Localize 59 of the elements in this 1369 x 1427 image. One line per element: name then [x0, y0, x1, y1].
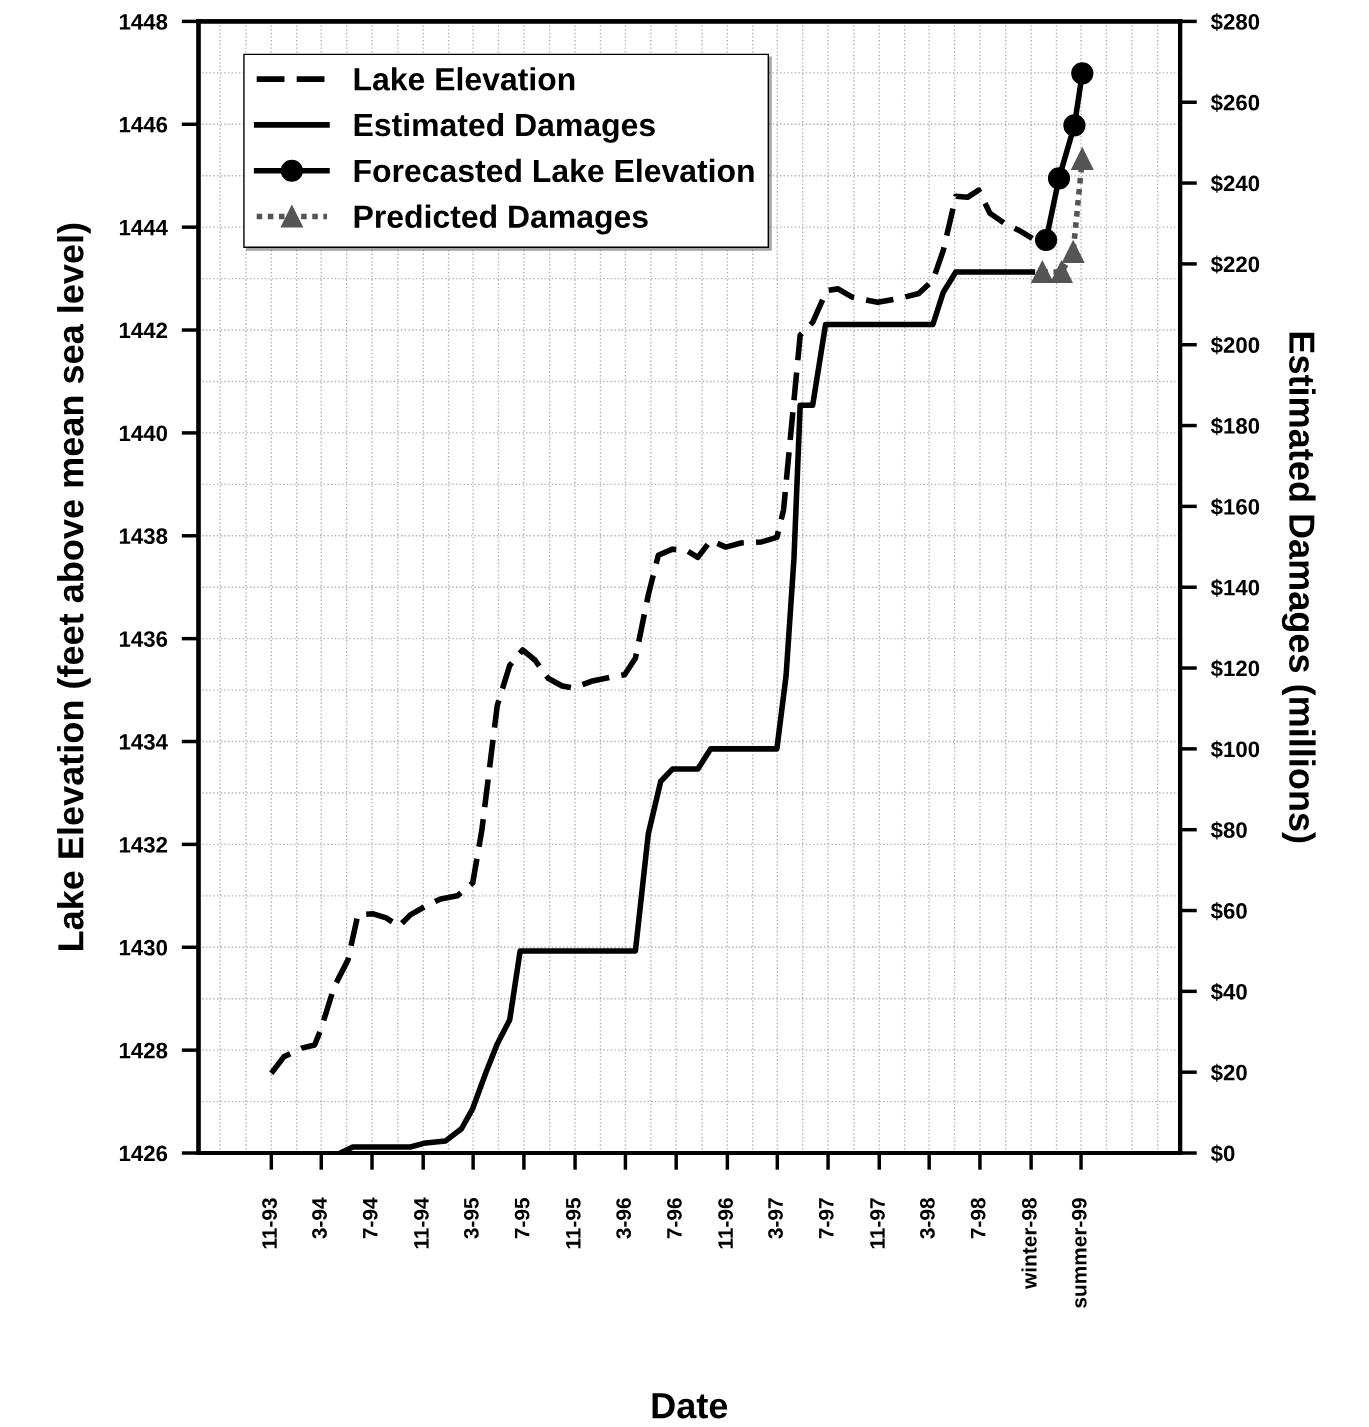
x-tick-label: 3-98 [920, 1198, 935, 1239]
y-tick-label: 1438 [119, 528, 168, 545]
x-tick-label: 7-97 [818, 1198, 834, 1239]
y-tick-label: 1432 [119, 836, 168, 853]
legend-label: Forecasted Lake Elevation [354, 158, 754, 183]
y2-tick-label: $140 [1210, 578, 1260, 597]
y2-tick-label: $200 [1210, 336, 1260, 355]
x-tick-label: 7-98 [970, 1198, 986, 1239]
y2-tick-label: $80 [1210, 821, 1247, 840]
legend-label: Lake Elevation [354, 67, 575, 91]
y2-tick-label: $120 [1210, 659, 1260, 678]
y-tick-label: 1448 [119, 13, 168, 30]
point [1062, 240, 1085, 263]
y2-tick-label: $220 [1210, 255, 1260, 274]
x-tick-label: 11-94 [414, 1197, 429, 1249]
point [1063, 114, 1086, 137]
x-tick-label: 11-93 [262, 1198, 277, 1249]
y-tick-label: 1440 [119, 425, 168, 442]
y-tick-label: 1436 [119, 631, 168, 647]
y-tick-label: 1426 [119, 1145, 168, 1162]
x-tick-label: 3-97 [768, 1198, 783, 1239]
x-axis-title: Date [652, 1393, 728, 1419]
y2-tick-label: $40 [1210, 982, 1247, 1002]
y-axis-title: Lake Elevation (feet above mean sea level) [57, 223, 91, 951]
point [1031, 260, 1054, 284]
y2-tick-label: $20 [1210, 1063, 1247, 1082]
x-tick-label: 7-95 [514, 1198, 530, 1239]
point [1071, 62, 1094, 85]
y2-tick-label: $60 [1210, 902, 1247, 921]
y2-tick-label: $100 [1210, 740, 1260, 759]
x-tick-label: 11-97 [870, 1198, 885, 1249]
x-tick-label: summer-99 [1071, 1198, 1087, 1308]
legend-label: Estimated Damages [354, 112, 655, 143]
x-tick-label: 3-95 [463, 1198, 479, 1239]
y-tick-label: 1444 [119, 219, 168, 236]
x-tick-label: 11-96 [718, 1198, 733, 1249]
y2-tick-label: $160 [1210, 497, 1260, 517]
y-tick-label: 1434 [119, 734, 168, 750]
y2-tick-label: $0 [1210, 1144, 1235, 1163]
point [1050, 260, 1073, 284]
x-tick-label: 7-94 [362, 1197, 378, 1239]
y-tick-label: 1430 [119, 939, 168, 956]
point [1047, 167, 1071, 190]
x-tick-label: 3-94 [312, 1197, 327, 1239]
x-tick-label: 7-96 [667, 1198, 682, 1239]
y-tick-label: 1428 [119, 1042, 168, 1059]
point [1034, 228, 1058, 252]
point [1071, 147, 1094, 170]
y-tick-label: 1442 [119, 322, 168, 339]
y2-tick-label: $280 [1210, 12, 1260, 32]
y2-axis-title: Estimated Damages (millions) [1281, 332, 1316, 843]
y2-tick-label: $260 [1210, 93, 1260, 112]
y-tick-label: 1446 [119, 116, 168, 133]
x-tick-label: 11-95 [565, 1198, 581, 1249]
y2-tick-label: $180 [1210, 417, 1260, 436]
legend-label: Predicted Damages [354, 204, 648, 235]
y2-tick-label: $240 [1210, 174, 1260, 193]
x-tick-label: 3-96 [616, 1198, 632, 1239]
x-tick-label: winter-98 [1021, 1198, 1037, 1289]
